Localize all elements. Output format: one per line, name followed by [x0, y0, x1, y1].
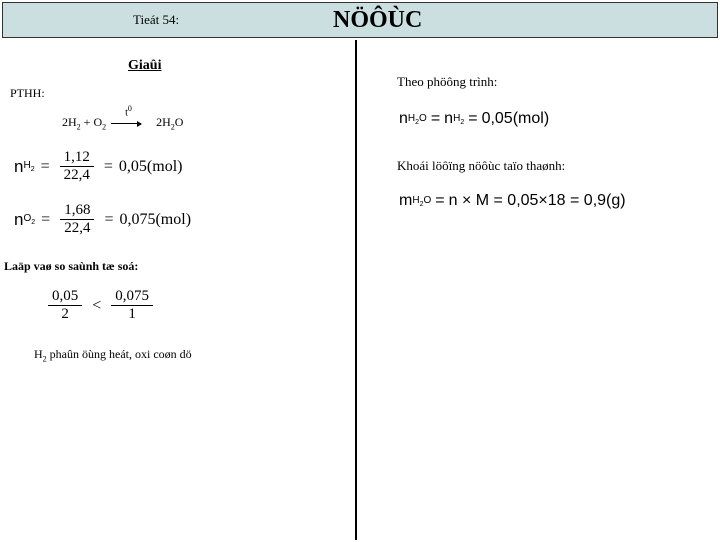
denominator: 22,4: [60, 167, 94, 184]
sub: H2O: [408, 113, 427, 126]
eq-sign: =: [104, 211, 113, 229]
conclusion-text: phaûn öùng heát, oxi coøn dö: [47, 347, 192, 361]
reaction-arrow: t0: [111, 116, 151, 131]
sub: H2: [453, 113, 464, 126]
n2: n: [444, 110, 453, 128]
denominator: 22,4: [60, 220, 94, 237]
result: 0,05(mol): [482, 110, 550, 128]
result: 0,075(mol): [119, 211, 191, 229]
denominator: 1: [124, 306, 140, 323]
rhs: n × M = 0,05×18 = 0,9(g): [449, 192, 626, 210]
eq-plus: +: [81, 115, 94, 129]
m: m: [399, 192, 412, 210]
lt-sign: <: [92, 297, 101, 315]
numerator: 0,075: [111, 288, 153, 305]
sub-h: H: [23, 160, 30, 171]
ratio-label: Laäp vaø so saùnh tæ soá:: [4, 259, 355, 274]
eq-o: O: [93, 115, 102, 129]
formula-mh2o: mH2O = n × M = 0,05×18 = 0,9(g): [399, 192, 715, 210]
fraction: 1,68 22,4: [60, 202, 94, 237]
header: Tieát 54: NÖÔÙC: [2, 2, 718, 38]
content: Giaûi PTHH: 2H2 + O2 t0 2H2O nH2 = 1,12 …: [0, 40, 720, 540]
o: O: [419, 113, 427, 124]
h: H: [412, 195, 419, 206]
eq-h: H: [162, 115, 171, 129]
denominator: 2: [57, 306, 73, 323]
eq-sign: =: [41, 211, 50, 229]
eq: =: [435, 192, 444, 210]
conclusion: H2 phaûn öùng heát, oxi coøn dö: [34, 347, 355, 363]
sub-2: 2: [31, 166, 35, 173]
eq-sign: =: [41, 158, 50, 176]
formula-nh2: nH2 = 1,12 22,4 = 0,05(mol): [14, 149, 355, 184]
fraction: 1,12 22,4: [60, 149, 94, 184]
eq-sign: =: [104, 158, 113, 176]
right-label-1: Theo phöông trình:: [397, 74, 715, 90]
section-heading: Giaûi: [128, 58, 355, 74]
eq-sub: 2: [102, 122, 106, 131]
left-column: Giaûi PTHH: 2H2 + O2 t0 2H2O nH2 = 1,12 …: [0, 40, 355, 540]
result: 0,05(mol): [119, 158, 183, 176]
sub-2: 2: [31, 219, 35, 226]
numerator: 1,12: [60, 149, 94, 166]
numerator: 0,05: [48, 288, 82, 305]
eq-h: H: [68, 115, 77, 129]
n-sub: O2: [23, 213, 35, 226]
n1: n: [399, 110, 408, 128]
right-label-2: Khoái löôïng nöôùc taïo thaønh:: [397, 158, 715, 174]
formula-no2: nO2 = 1,68 22,4 = 0,075(mol): [14, 202, 355, 237]
sub: H2O: [412, 195, 431, 208]
n-symbol: n: [14, 210, 23, 230]
two: 2: [460, 119, 464, 126]
arrow-line: [111, 123, 141, 124]
numerator: 1,68: [60, 202, 94, 219]
page-title: NÖÔÙC: [333, 7, 422, 34]
pthh-label: PTHH:: [10, 86, 355, 101]
eq-o: O: [175, 115, 184, 129]
n-symbol: n: [14, 157, 23, 177]
formula-nh2o: nH2O = nH2 = 0,05(mol): [399, 110, 715, 128]
t-sup: 0: [128, 104, 132, 113]
right-column: Theo phöông trình: nH2O = nH2 = 0,05(mol…: [355, 40, 715, 540]
arrow-condition: t0: [125, 104, 132, 118]
ratio-comparison: 0,05 2 < 0,075 1: [44, 288, 355, 323]
fraction: 0,075 1: [111, 288, 153, 323]
n-sub: H2: [23, 160, 34, 173]
lesson-label: Tieát 54:: [133, 12, 179, 28]
o: O: [423, 195, 431, 206]
h-symbol: H: [34, 347, 43, 361]
eq: =: [431, 110, 440, 128]
chemical-equation: 2H2 + O2 t0 2H2O: [62, 115, 355, 131]
eq: =: [468, 110, 477, 128]
fraction: 0,05 2: [48, 288, 82, 323]
